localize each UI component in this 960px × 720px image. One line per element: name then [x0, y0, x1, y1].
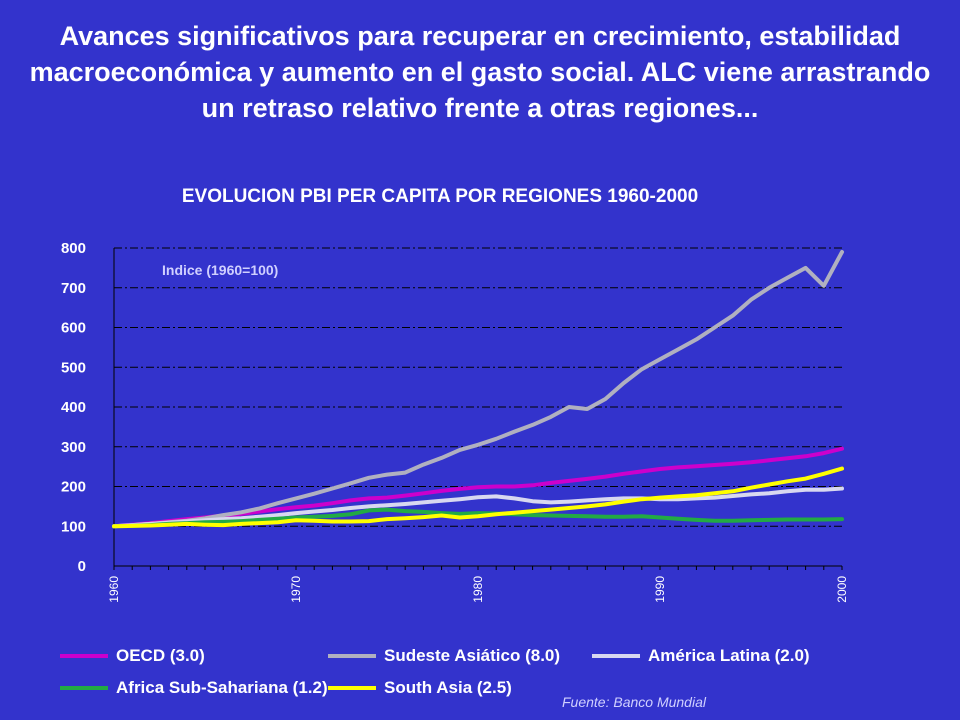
headline: Avances significativos para recuperar en… [29, 21, 931, 123]
y-tick-label: 100 [61, 518, 86, 535]
y-tick-label: 300 [61, 439, 86, 456]
source-note: Fuente: Banco Mundial [562, 694, 706, 710]
y-tick-label: 700 [61, 280, 86, 297]
legend-item: OECD (3.0) [60, 646, 205, 666]
legend-swatch [328, 686, 376, 690]
y-tick-label: 400 [61, 399, 86, 416]
x-tick-label: 1970 [289, 576, 303, 603]
x-tick-label: 1990 [653, 576, 667, 603]
legend-swatch [60, 686, 108, 690]
legend-item: South Asia (2.5) [328, 678, 512, 698]
legend-swatch [592, 654, 640, 658]
legend-item: Sudeste Asiático (8.0) [328, 646, 560, 666]
legend-swatch [60, 654, 108, 658]
y-tick-label: 0 [78, 558, 86, 575]
y-tick-label: 800 [61, 240, 86, 257]
legend-item: América Latina (2.0) [592, 646, 810, 666]
series-line-1 [112, 250, 844, 529]
chart-title: EVOLUCION PBI PER CAPITA POR REGIONES 19… [181, 186, 699, 207]
x-tick-label: 1980 [471, 576, 485, 603]
x-tick-label: 1960 [107, 576, 121, 603]
series-line-3 [112, 507, 844, 529]
series-line-4 [112, 466, 844, 529]
series-line-2 [112, 486, 844, 529]
y-tick-label: 600 [61, 320, 86, 337]
legend-swatch [328, 654, 376, 658]
legend-label: OECD (3.0) [116, 646, 205, 665]
legend-label: Africa Sub-Sahariana (1.2) [116, 678, 328, 697]
x-tick-label: 2000 [835, 576, 849, 603]
legend-item: Africa Sub-Sahariana (1.2) [60, 678, 328, 698]
legend-label: América Latina (2.0) [648, 646, 810, 665]
legend-label: South Asia (2.5) [384, 678, 512, 697]
legend-label: Sudeste Asiático (8.0) [384, 646, 561, 665]
y-axis-label: Indice (1960=100) [162, 262, 279, 278]
y-tick-label: 200 [61, 479, 86, 496]
y-tick-label: 500 [61, 359, 86, 376]
